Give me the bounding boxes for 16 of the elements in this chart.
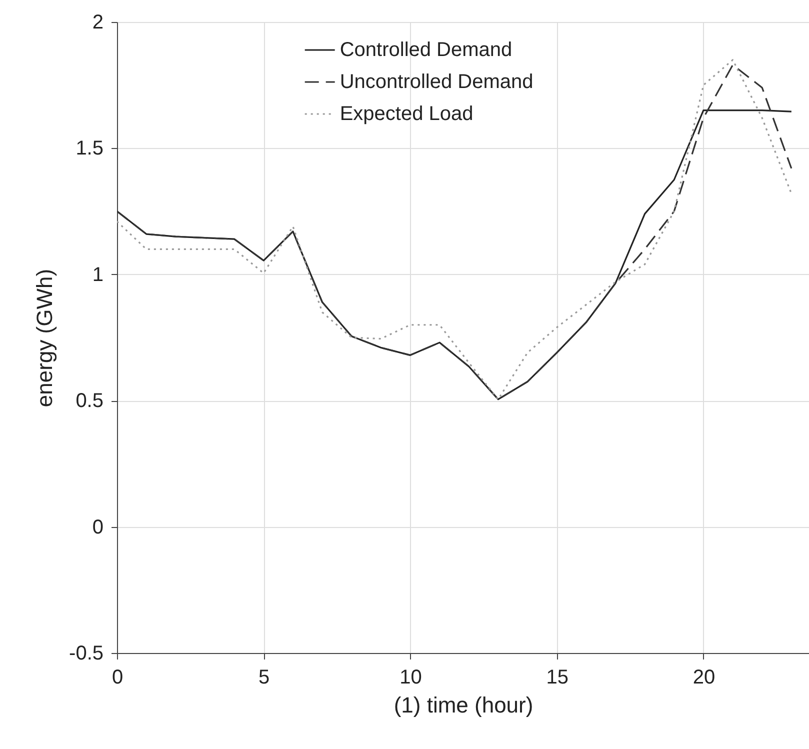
y-tick-label: 0.5 <box>76 390 104 412</box>
x-tick-label: 15 <box>546 666 568 688</box>
x-tick-label: 20 <box>692 666 716 688</box>
x-tick-label: 0 <box>112 666 124 688</box>
x-tick-label: 5 <box>258 666 270 688</box>
y-tick-label: 1 <box>92 264 104 286</box>
x-axis-title: (1) time (hour) <box>394 692 534 718</box>
x-tick-label: 10 <box>400 666 422 688</box>
legend-label: Controlled Demand <box>340 39 512 61</box>
y-axis-title: energy (GWh) <box>32 268 58 408</box>
legend-label: Uncontrolled Demand <box>340 71 534 93</box>
legend-label: Expected Load <box>340 103 474 125</box>
y-tick-label: -0.5 <box>69 642 104 664</box>
y-tick-label: 0 <box>92 516 104 538</box>
y-tick-label: 2 <box>92 12 104 34</box>
y-tick-label: 1.5 <box>76 138 104 160</box>
